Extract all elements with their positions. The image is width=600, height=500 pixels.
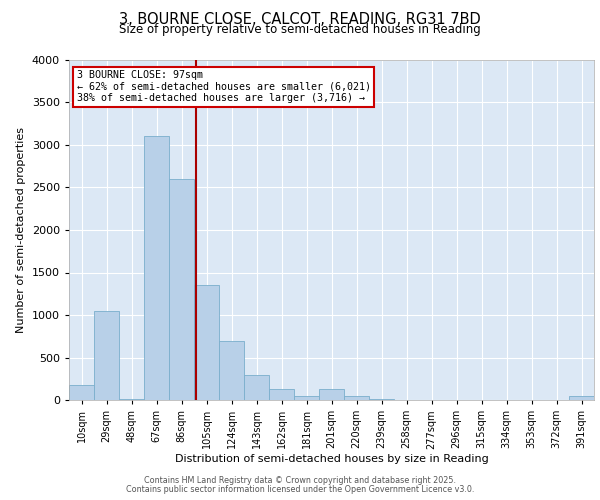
- X-axis label: Distribution of semi-detached houses by size in Reading: Distribution of semi-detached houses by …: [175, 454, 488, 464]
- Bar: [319, 389, 344, 400]
- Bar: [94, 310, 119, 400]
- Text: 3, BOURNE CLOSE, CALCOT, READING, RG31 7BD: 3, BOURNE CLOSE, CALCOT, READING, RG31 7…: [119, 12, 481, 28]
- Bar: [119, 399, 144, 400]
- Bar: [219, 340, 244, 400]
- Text: Size of property relative to semi-detached houses in Reading: Size of property relative to semi-detach…: [119, 22, 481, 36]
- Bar: [194, 285, 219, 400]
- Bar: [369, 399, 394, 400]
- Bar: [244, 374, 269, 400]
- Bar: [569, 396, 594, 400]
- Bar: [269, 389, 294, 400]
- Bar: [344, 396, 369, 400]
- Bar: [69, 384, 94, 400]
- Text: Contains HM Land Registry data © Crown copyright and database right 2025.: Contains HM Land Registry data © Crown c…: [144, 476, 456, 485]
- Text: Contains public sector information licensed under the Open Government Licence v3: Contains public sector information licen…: [126, 485, 474, 494]
- Bar: [169, 179, 194, 400]
- Bar: [294, 396, 319, 400]
- Y-axis label: Number of semi-detached properties: Number of semi-detached properties: [16, 127, 26, 333]
- Text: 3 BOURNE CLOSE: 97sqm
← 62% of semi-detached houses are smaller (6,021)
38% of s: 3 BOURNE CLOSE: 97sqm ← 62% of semi-deta…: [77, 70, 371, 103]
- Bar: [144, 136, 169, 400]
